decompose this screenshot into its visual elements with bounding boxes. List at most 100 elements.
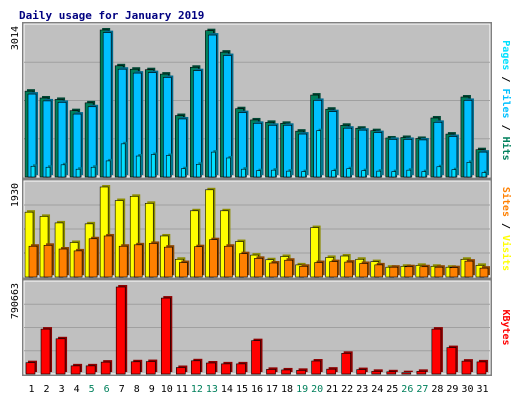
bar-sites-day-4-face	[73, 250, 83, 278]
bar-pages-day-14	[226, 155, 233, 178]
bar-sites-day-12	[194, 244, 205, 278]
max-value-label: 1930	[10, 183, 21, 207]
bar-files-day-16	[253, 121, 264, 178]
bar-sites-day-31	[479, 266, 490, 278]
bar-kbytes-day-6	[100, 360, 113, 375]
day-label-9: 9	[149, 384, 155, 395]
bar-kbytes-day-12-face	[191, 360, 201, 375]
bar-sites-day-21	[329, 259, 340, 278]
bar-pages-day-22	[346, 166, 353, 178]
day-label-1: 1	[29, 384, 35, 395]
bar-pages-day-14-face	[226, 157, 231, 178]
bar-kbytes-day-27-depth	[418, 369, 428, 372]
bar-sites-day-23-face	[359, 263, 369, 278]
bar-sites-day-9-face	[148, 243, 158, 278]
bar-pages-day-16	[256, 168, 263, 178]
bar-kbytes-day-13	[206, 360, 218, 375]
bar-kbytes-day-2-face	[40, 328, 51, 375]
day-label-27: 27	[416, 384, 428, 395]
bar-kbytes-day-21-face	[326, 368, 336, 375]
bar-pages-day-9-face	[150, 154, 156, 178]
bar-pages-day-23	[361, 168, 368, 178]
bar-sites-day-14-face	[224, 245, 233, 278]
bar-kbytes-day-24	[371, 369, 383, 375]
bar-sites-day-22	[344, 260, 355, 278]
bar-kbytes-day-14	[221, 361, 233, 375]
bar-kbytes-day-20-face	[311, 360, 321, 375]
bar-sites-day-3	[58, 247, 70, 278]
max-value-label: 790663	[10, 283, 21, 319]
bar-pages-day-11	[181, 166, 188, 178]
bar-kbytes-day-24-face	[371, 371, 382, 375]
bar-pages-day-27	[421, 169, 428, 178]
bar-pages-day-8-face	[135, 155, 141, 178]
day-label-20: 20	[311, 384, 323, 395]
bar-pages-day-17-face	[271, 169, 276, 178]
bar-sites-day-25	[389, 265, 400, 278]
bar-pages-day-23-face	[361, 170, 367, 178]
bar-kbytes-day-16-face	[251, 340, 261, 375]
bar-pages-day-25	[391, 169, 398, 178]
bar-pages-day-12	[196, 162, 203, 178]
bar-pages-day-12-face	[196, 164, 201, 178]
bar-sites-day-16-face	[254, 258, 263, 278]
bar-kbytes-day-28	[431, 327, 443, 375]
bar-pages-day-26	[406, 168, 413, 178]
bar-sites-day-22-face	[344, 261, 353, 278]
bar-sites-day-19-face	[299, 265, 308, 278]
bar-kbytes-day-31	[476, 359, 488, 375]
legend-files: Files	[500, 88, 512, 118]
bar-pages-day-1	[30, 164, 37, 178]
bar-kbytes-day-26-depth	[403, 370, 413, 372]
bar-kbytes-day-11	[176, 365, 188, 375]
bar-pages-day-10	[165, 153, 173, 178]
day-label-28: 28	[431, 384, 443, 395]
bar-sites-day-20-face	[314, 262, 323, 278]
panel-hits-files-pages: 3014 Pages / Files / Hits	[10, 22, 512, 179]
bar-sites-day-13	[209, 237, 220, 278]
bar-kbytes-day-8	[130, 359, 143, 375]
bar-sites-day-16	[254, 256, 265, 278]
day-label-3: 3	[59, 384, 65, 395]
bar-kbytes-day-23	[356, 367, 368, 375]
legend: KBytes	[500, 309, 511, 345]
bar-files-day-21-face	[328, 111, 337, 178]
bar-pages-day-3	[60, 162, 68, 178]
bar-sites-day-18	[284, 258, 295, 278]
bar-pages-day-24	[376, 169, 383, 178]
bar-kbytes-day-25-face	[386, 371, 397, 375]
bar-sites-day-28-face	[434, 266, 444, 278]
bar-kbytes-day-3-face	[55, 338, 66, 375]
day-label-7: 7	[119, 384, 125, 395]
bar-sites-day-27-face	[419, 266, 429, 278]
bar-sites-day-8	[133, 242, 145, 278]
bar-files-day-12	[193, 68, 204, 178]
bar-kbytes-day-11-face	[176, 367, 186, 375]
bar-kbytes-day-15-face	[236, 363, 246, 375]
bar-sites-day-13-face	[209, 239, 218, 278]
bar-pages-day-10-face	[165, 155, 171, 178]
bar-sites-day-25-face	[389, 266, 399, 278]
bar-pages-day-4	[75, 167, 83, 178]
bar-kbytes-day-18	[281, 367, 293, 375]
legend-sites: Sites	[500, 187, 512, 217]
bar-pages-day-28-face	[436, 166, 442, 178]
bar-kbytes-day-27-face	[416, 371, 427, 375]
bar-kbytes-day-7-face	[115, 286, 126, 375]
bar-kbytes-day-25-depth	[388, 369, 398, 372]
bar-kbytes-day-22-face	[341, 353, 351, 375]
day-labels: 1 2 3 4 5 6 7 8 9 10 11 12 13 14 15 16 17 18 19 20 21 22 23 24 2…	[29, 384, 489, 395]
bar-kbytes-day-5-face	[85, 365, 96, 375]
bar-sites-day-10	[163, 245, 175, 278]
day-label-5: 5	[89, 384, 95, 395]
bar-pages-day-22-face	[346, 168, 351, 178]
bar-sites-day-7-face	[118, 245, 128, 278]
bar-pages-day-18-face	[286, 170, 291, 178]
bar-kbytes-day-1	[25, 360, 37, 375]
bar-pages-day-9	[150, 152, 158, 178]
day-label-15: 15	[236, 384, 248, 395]
bar-kbytes-day-1-face	[25, 362, 36, 375]
bar-kbytes-day-7	[115, 285, 128, 375]
bar-kbytes-day-30-face	[461, 360, 472, 375]
bar-sites-day-29	[449, 265, 460, 278]
